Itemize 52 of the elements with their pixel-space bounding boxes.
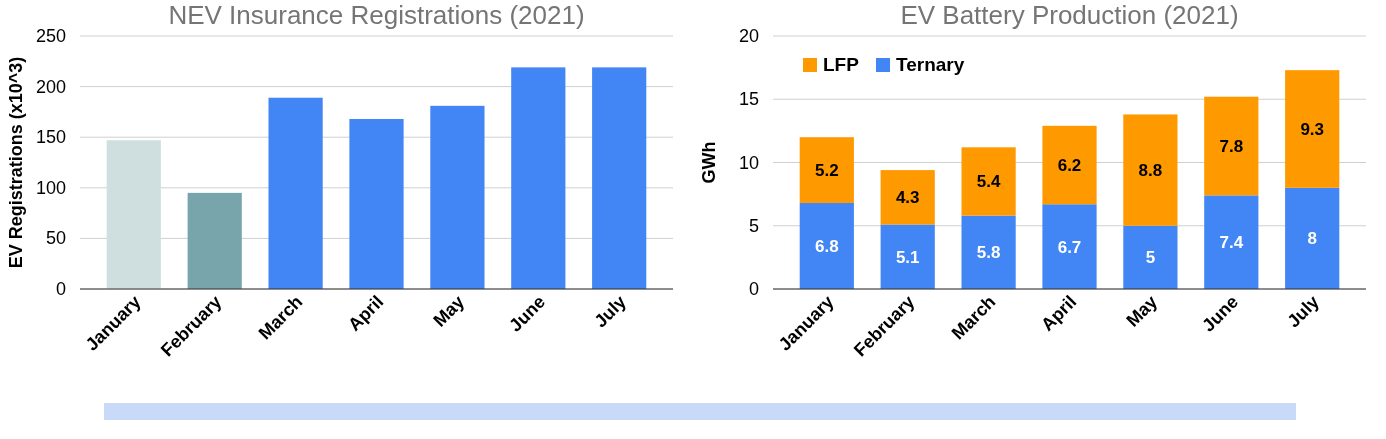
y-tick-label: 100 xyxy=(35,177,66,198)
y-tick-label: 50 xyxy=(45,228,66,249)
data-label: 8 xyxy=(1307,229,1317,249)
legend-label: LFP xyxy=(823,54,860,75)
chart-title: EV Battery Production (2021) xyxy=(900,0,1239,30)
data-label: 6.2 xyxy=(1057,156,1082,176)
bar xyxy=(511,67,566,289)
bar xyxy=(880,224,935,289)
y-tick-label: 250 xyxy=(35,26,66,46)
bar xyxy=(1285,187,1340,289)
bar xyxy=(961,147,1016,216)
legend-label: Ternary xyxy=(896,54,965,75)
bar xyxy=(1204,195,1259,289)
data-label: 5.8 xyxy=(976,243,1001,263)
bar xyxy=(880,170,935,225)
y-tick-label: 0 xyxy=(748,279,759,299)
bar xyxy=(1042,204,1097,289)
bar xyxy=(799,137,854,203)
data-label: 6.8 xyxy=(814,236,839,256)
y-tick-label: 200 xyxy=(35,76,66,97)
bar xyxy=(1204,96,1259,196)
y-tick-label: 20 xyxy=(738,26,759,46)
data-label: 6.7 xyxy=(1057,237,1082,257)
bar xyxy=(592,67,647,289)
y-tick-label: 0 xyxy=(55,279,66,299)
bar xyxy=(961,215,1016,289)
y-tick-label: 150 xyxy=(35,127,66,148)
bar xyxy=(1123,114,1178,226)
bar xyxy=(349,118,404,289)
data-label: 9.3 xyxy=(1300,119,1325,139)
bar xyxy=(430,105,485,289)
y-axis-title: EV Registrations (x10^3) xyxy=(6,56,26,269)
bar xyxy=(106,140,161,289)
y-tick-label: 5 xyxy=(748,215,759,236)
y-tick-label: 15 xyxy=(738,89,759,110)
bar xyxy=(1285,70,1340,188)
bar xyxy=(799,202,854,289)
bar xyxy=(268,97,323,289)
data-label: 4.3 xyxy=(895,188,920,208)
bar xyxy=(1042,125,1097,205)
data-label: 5.4 xyxy=(976,172,1001,192)
data-label: 5 xyxy=(1145,248,1156,268)
data-label: 5.1 xyxy=(895,247,920,267)
y-tick-label: 10 xyxy=(738,152,759,173)
bar xyxy=(187,192,242,289)
data-label: 8.8 xyxy=(1138,161,1163,181)
data-label: 7.8 xyxy=(1219,137,1244,157)
chart-title: NEV Insurance Registrations (2021) xyxy=(168,0,585,30)
data-label: 5.2 xyxy=(814,161,839,181)
bar xyxy=(1123,225,1178,289)
y-axis-title: GWh xyxy=(699,141,719,184)
data-label: 7.4 xyxy=(1219,233,1244,253)
